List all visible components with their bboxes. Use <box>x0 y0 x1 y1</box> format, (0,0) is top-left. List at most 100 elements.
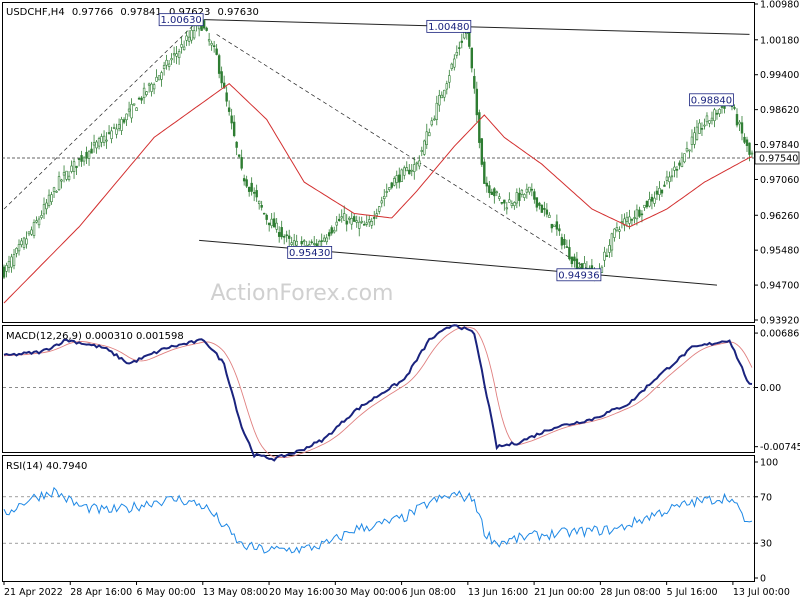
candle <box>475 81 479 123</box>
price-tick-label: 0.94700 <box>760 281 799 292</box>
candle <box>623 213 626 232</box>
candle <box>75 165 78 175</box>
candle <box>65 170 68 182</box>
candle-body <box>100 136 103 143</box>
candle <box>608 239 611 258</box>
candle-body <box>485 182 489 187</box>
candle-body <box>37 218 41 226</box>
candle-body <box>613 228 616 238</box>
candle-body <box>395 175 398 183</box>
candle <box>232 115 236 138</box>
candle-body <box>92 142 96 146</box>
candle-body <box>300 241 303 245</box>
rsi-tick-label: 30 <box>760 539 772 550</box>
candle <box>175 46 178 65</box>
candle <box>257 200 261 210</box>
candle-body <box>257 200 261 205</box>
candle-body <box>743 136 746 143</box>
candle-body <box>265 214 268 220</box>
candle-body <box>640 213 644 216</box>
candle <box>112 123 116 130</box>
candle-body <box>75 165 78 168</box>
candle-body <box>25 238 28 245</box>
candle <box>310 239 313 245</box>
candle-body <box>147 83 151 86</box>
candle <box>578 262 581 269</box>
price-tick-label: 0.96260 <box>760 211 799 222</box>
candle-body <box>708 120 711 124</box>
candle <box>182 40 186 51</box>
candle <box>493 187 496 204</box>
candle-body <box>280 227 283 238</box>
price-tick-label: 0.93920 <box>760 316 799 327</box>
candle-body <box>475 88 479 116</box>
candle-body <box>453 58 456 68</box>
candle <box>157 75 161 81</box>
candle-body <box>630 219 634 221</box>
candle-body <box>628 216 631 224</box>
candle <box>52 186 56 198</box>
candle-body <box>685 148 689 152</box>
candle <box>705 112 709 126</box>
candle <box>688 149 691 158</box>
candle-body <box>132 103 136 106</box>
candle-body <box>673 166 676 171</box>
candle-body <box>363 224 366 226</box>
price-label-box <box>556 268 602 282</box>
candle <box>137 96 141 100</box>
price-label: 0.98840 <box>689 93 734 106</box>
candle <box>565 239 569 248</box>
candle-body <box>580 263 584 270</box>
candle-body <box>272 218 276 228</box>
candle <box>378 205 381 215</box>
candle-body <box>112 127 116 129</box>
candle <box>340 209 343 223</box>
candle <box>167 60 171 71</box>
candle <box>495 190 499 197</box>
candle-body <box>333 229 336 233</box>
candle <box>270 212 273 229</box>
candle-body <box>282 236 286 238</box>
x-tick-label: 28 Jun 08:00 <box>600 587 660 598</box>
candle-body <box>310 241 313 244</box>
candle <box>620 214 624 229</box>
candle-body <box>543 208 546 210</box>
candle-body <box>212 45 216 47</box>
candle <box>147 82 151 93</box>
candle <box>558 224 561 236</box>
candle-body <box>633 217 636 219</box>
candle <box>508 192 511 203</box>
candle <box>438 89 441 112</box>
candle-body <box>603 251 606 261</box>
candle-body <box>77 158 81 160</box>
candle <box>320 233 323 247</box>
candle <box>328 229 331 240</box>
candle-body <box>160 72 163 80</box>
candle <box>150 82 153 97</box>
candle-body <box>360 220 363 223</box>
candle <box>192 25 196 40</box>
price-label-text: 0.98840 <box>691 95 732 106</box>
candle <box>708 120 711 128</box>
macd-title: MACD(12,26,9) 0.000310 0.001598 <box>6 331 184 342</box>
candle-body <box>207 39 211 42</box>
candle-body <box>605 255 609 257</box>
candle-body <box>110 130 113 140</box>
macd-signal-line <box>3 326 753 459</box>
watermark: ActionForex.com <box>211 281 394 306</box>
candle-body <box>623 218 626 226</box>
candle-body <box>643 204 646 208</box>
candle <box>413 157 416 180</box>
candle-body <box>478 112 481 143</box>
candle <box>568 239 571 261</box>
candle-body <box>693 132 696 145</box>
candle-body <box>225 92 228 102</box>
candle-body <box>187 36 191 42</box>
candle <box>418 155 421 170</box>
candle <box>698 119 701 134</box>
candle-body <box>20 240 23 246</box>
candle <box>95 139 98 154</box>
candle-body <box>553 224 556 227</box>
candle <box>32 219 36 239</box>
